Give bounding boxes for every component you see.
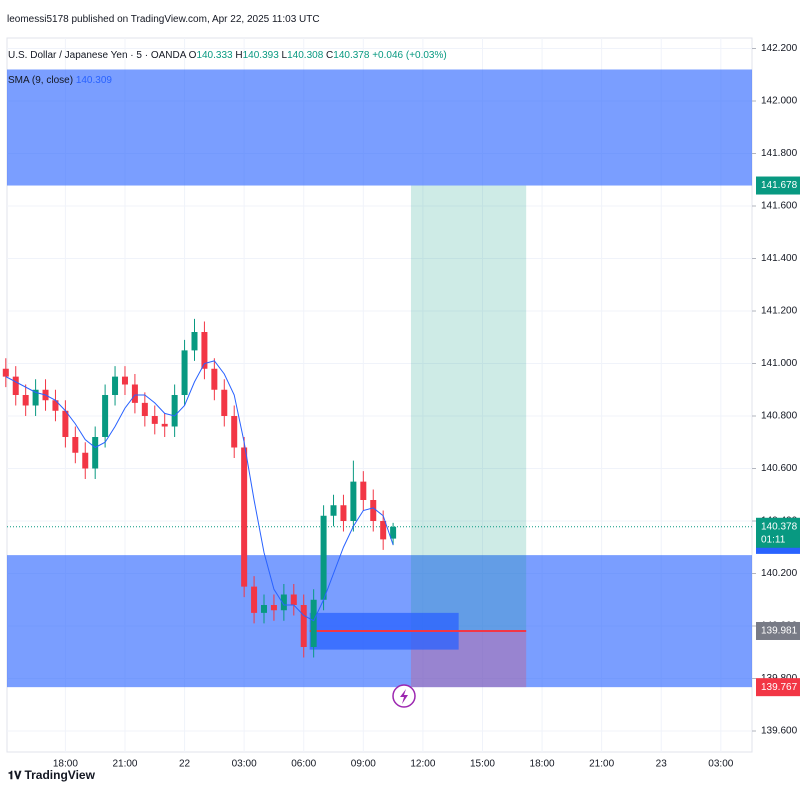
candle-body [151,416,158,424]
y-tick-label: 141.400 [761,253,798,264]
candle-body [310,599,317,647]
candle-body [32,389,39,406]
ohlc-label: L [281,50,288,61]
candle-body [82,452,89,469]
ohlc-value: 140.333 [196,50,233,61]
candle-body [280,594,287,611]
ohlc-value: 140.378 [333,50,370,61]
lightning-icon [392,684,416,708]
candle-body [191,332,198,351]
indicator-label: SMA (9, close) [8,75,74,86]
candle-body [320,515,327,600]
price-label: 139.981 [761,626,798,637]
candle-body [221,389,228,416]
x-tick-label: 06:00 [291,759,316,770]
candle-body [270,605,277,611]
candle-body [390,526,397,539]
countdown: 01:11 [761,534,786,545]
price-label-bg [756,517,800,548]
candle-body [131,384,138,403]
plot-frame [6,37,753,753]
candle-body [12,376,19,395]
zone [7,69,752,186]
publisher: leomessi5178 published on TradingView.co… [7,14,320,25]
y-tick-label: 141.800 [761,148,798,159]
y-tick-label: 142.000 [761,96,798,107]
indicator-legend: SMA (9, close) 140.309 [8,75,112,86]
price-label-bg [756,621,800,640]
x-tick-label: 21:00 [589,759,614,770]
ohlc-label: O [188,50,197,61]
candle-body [380,521,387,540]
candle-body [340,505,347,521]
candle-body [181,350,188,395]
price-label: 139.767 [761,682,798,693]
candle-body [201,332,208,369]
candle-body [92,437,99,469]
candle-body [52,400,59,411]
candle-body [72,437,79,453]
y-tick-label: 139.600 [761,726,798,737]
x-tick-label: 22 [179,759,191,770]
price-label-bg [756,176,800,195]
candle-body [102,395,109,437]
change: +0.046 (+0.03%) [372,50,447,61]
candle-body [2,368,9,377]
ohlc-value: 140.308 [287,50,324,61]
y-tick-label: 140.600 [761,463,798,474]
candle-body [112,376,119,395]
candle-body [161,423,168,427]
price-label: 141.678 [761,180,798,191]
price-label-bg [756,678,800,697]
candle-body [300,605,307,647]
candle-body [251,586,258,613]
y-tick-label: 140.200 [761,568,798,579]
candle-body [62,410,69,437]
x-tick-label: 03:00 [232,759,257,770]
candle-body [211,368,218,390]
candle-body [261,605,268,613]
x-tick-label: 23 [656,759,668,770]
x-tick-label: 18:00 [53,759,78,770]
symbol-legend: U.S. Dollar / Japanese Yen · 5 · OANDA O… [8,50,447,61]
x-tick-label: 21:00 [112,759,137,770]
x-tick-label: 12:00 [410,759,435,770]
candle-body [290,594,297,605]
candle-body [360,481,367,500]
x-tick-label: 09:00 [351,759,376,770]
candle-body [141,402,148,416]
candle-body [231,416,238,448]
price-label: 140.378 [761,521,798,532]
x-tick-label: 15:00 [470,759,495,770]
indicator-value: 140.309 [75,75,112,86]
sma-line [5,360,394,622]
y-tick-label: 140.800 [761,411,798,422]
footer-brand: 𝟏𝐕 TradingView [8,768,95,782]
ohlc-values: O140.333 H140.393 L140.308 C140.378 [189,50,373,61]
candle-body [121,376,128,385]
x-tick-label: 03:00 [708,759,733,770]
brand: TradingView [24,768,95,782]
candle-body [22,395,29,406]
y-tick-label: 141.600 [761,201,798,212]
candle-body [350,481,357,521]
candle-body [241,447,248,587]
symbol-title: U.S. Dollar / Japanese Yen · 5 · OANDA [8,50,186,61]
y-tick-label: 141.000 [761,358,798,369]
zone [410,185,527,631]
candle-body [330,505,337,516]
ohlc-label: H [235,50,243,61]
y-tick-label: 142.200 [761,43,798,54]
candle-body [171,395,178,427]
ohlc-label: C [326,50,334,61]
candle-body [370,500,377,521]
ohlc-value: 140.393 [242,50,279,61]
x-tick-label: 18:00 [530,759,555,770]
y-tick-label: 141.200 [761,306,798,317]
